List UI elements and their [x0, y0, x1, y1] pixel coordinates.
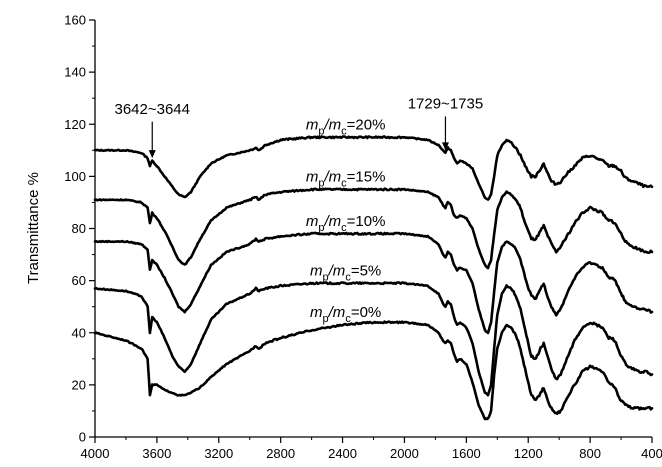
series-label-part: /m — [323, 213, 341, 230]
x-tick-label: 1600 — [452, 446, 481, 461]
x-tick-label: 400 — [641, 446, 662, 461]
series-label: mp/mc=20% — [306, 116, 386, 137]
series-label-part: /m — [323, 116, 341, 133]
x-tick-label: 2000 — [390, 446, 419, 461]
y-tick-label: 60 — [72, 273, 86, 288]
y-tick-label: 0 — [79, 430, 86, 445]
series-label: mp/mc=0% — [310, 304, 381, 325]
y-tick-label: 20 — [72, 377, 86, 392]
series-label-part: p — [318, 222, 324, 234]
series-label-part: m — [306, 169, 319, 186]
y-axis-title: Transmittance % — [25, 172, 42, 284]
series-label-part: =10% — [347, 213, 386, 230]
y-tick-label: 40 — [72, 325, 86, 340]
series-label-part: =20% — [347, 116, 386, 133]
y-tick-label: 80 — [72, 221, 86, 236]
x-tick-label: 4000 — [81, 446, 110, 461]
peak-annotation: 3642~3644 — [114, 101, 190, 118]
peak-annotation: 1729~1735 — [408, 96, 484, 113]
x-tick-label: 800 — [579, 446, 601, 461]
x-tick-label: 3600 — [142, 446, 171, 461]
y-axis-ticks: 0 20 40 60 80 100 120 140 160 — [64, 13, 95, 445]
annotations: 3642~3644 1729~1735 — [114, 96, 483, 159]
series-label-part: m — [306, 116, 319, 133]
series-label-part: /m — [328, 262, 346, 279]
series-line — [93, 320, 654, 421]
series-labels: mp/mc=20%mp/mc=15%mp/mc=10%mp/mc=5%mp/mc… — [306, 116, 386, 325]
y-tick-label: 100 — [64, 169, 86, 184]
y-tick-label: 120 — [64, 117, 86, 132]
x-tick-label: 2400 — [328, 446, 357, 461]
x-tick-label: 3200 — [204, 446, 233, 461]
series-line — [93, 281, 654, 397]
series-label-part: =5% — [351, 262, 381, 279]
x-axis-ticks: 4000 3600 3200 2800 2400 2000 1600 1200 800 400 — [81, 437, 662, 461]
series-label-part: /m — [328, 304, 346, 321]
series-label-part: p — [323, 313, 329, 325]
annotation-arrow-head — [148, 150, 156, 159]
series-group — [93, 135, 654, 421]
series-label-part: m — [310, 304, 323, 321]
series-label: mp/mc=15% — [306, 169, 386, 190]
series-label-part: c — [341, 178, 347, 190]
x-tick-label: 1200 — [514, 446, 543, 461]
series-label-part: =0% — [351, 304, 381, 321]
series-label-part: p — [323, 271, 329, 283]
series-label-part: c — [341, 222, 347, 234]
series-label-part: m — [306, 213, 319, 230]
series-line — [93, 187, 654, 270]
series-label-part: c — [345, 271, 351, 283]
series-label-part: c — [345, 313, 351, 325]
series-label-part: c — [341, 125, 347, 137]
annotation-arrow-head — [441, 142, 449, 151]
y-tick-label: 160 — [64, 13, 86, 28]
series-label-part: =15% — [347, 169, 386, 186]
series-label: mp/mc=10% — [306, 213, 386, 234]
series-label: mp/mc=5% — [310, 262, 381, 283]
x-tick-label: 2800 — [266, 446, 295, 461]
series-line — [93, 135, 654, 201]
series-label-part: p — [318, 125, 324, 137]
y-tick-label: 140 — [64, 65, 86, 80]
series-label-part: m — [310, 262, 323, 279]
series-line — [93, 231, 654, 335]
series-label-part: p — [318, 178, 324, 190]
series-label-part: /m — [323, 169, 341, 186]
